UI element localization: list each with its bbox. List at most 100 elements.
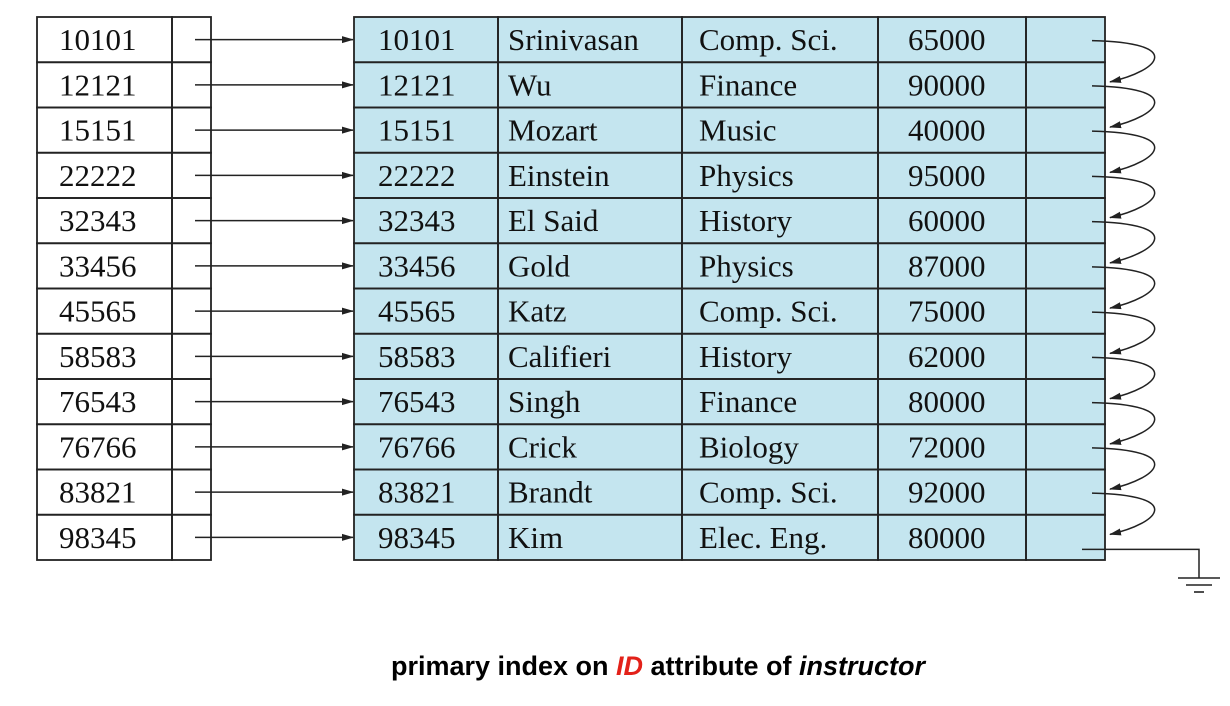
record-salary: 75000 xyxy=(908,294,986,329)
record-id: 76766 xyxy=(378,429,456,464)
index-key-text: 32343 xyxy=(59,203,137,238)
record-name: Gold xyxy=(508,248,571,283)
index-entry: 10101 xyxy=(36,16,212,64)
record-id: 12121 xyxy=(378,67,456,102)
record-salary: 62000 xyxy=(908,339,986,374)
record-row: 33456 Gold Physics 87000 xyxy=(353,242,1106,290)
record-id: 58583 xyxy=(378,339,456,374)
index-key-text: 22222 xyxy=(59,158,137,193)
record-salary: 92000 xyxy=(908,475,986,510)
record-file: 10101 Srinivasan Comp. Sci. 65000 12121 Wu Fin… xyxy=(353,16,1106,561)
record-name: Mozart xyxy=(508,113,598,148)
index-key-text: 58583 xyxy=(59,339,137,374)
caption-part1: primary index on xyxy=(390,651,617,681)
index-entry: 33456 xyxy=(36,242,212,290)
record-row: 76543 Singh Finance 80000 xyxy=(353,378,1106,426)
record-dept: Elec. Eng. xyxy=(699,520,827,555)
index-entry: 98345 xyxy=(36,513,212,561)
record-id: 22222 xyxy=(378,158,456,193)
record-dept: Comp. Sci. xyxy=(699,475,838,510)
index-key-text: 12121 xyxy=(59,67,137,102)
record-row: 83821 Brandt Comp. Sci. 92000 xyxy=(353,468,1106,516)
record-dept: Physics xyxy=(699,248,794,283)
record-salary: 60000 xyxy=(908,203,986,238)
record-id: 33456 xyxy=(378,248,456,283)
record-chain-arrow xyxy=(1091,266,1156,310)
record-salary: 80000 xyxy=(908,520,986,555)
index-key-text: 10101 xyxy=(59,22,137,57)
record-id: 76543 xyxy=(378,384,456,419)
record-chain-arrow xyxy=(1091,356,1156,400)
record-dept: Finance xyxy=(699,384,797,419)
record-chain-arrow xyxy=(1091,39,1156,83)
record-row: 15151 Mozart Music 40000 xyxy=(353,106,1106,154)
record-chain-arrow xyxy=(1091,85,1156,129)
record-dept: History xyxy=(699,339,793,374)
index-key-text: 33456 xyxy=(59,248,137,283)
record-salary: 87000 xyxy=(908,248,986,283)
index-key-text: 15151 xyxy=(59,113,137,148)
record-id: 45565 xyxy=(378,294,456,329)
caption-highlight: ID xyxy=(616,651,644,681)
record-row: 98345 Kim Elec. Eng. 80000 xyxy=(353,513,1106,561)
record-salary: 65000 xyxy=(908,22,986,57)
record-dept: Finance xyxy=(699,67,797,102)
record-name: Einstein xyxy=(508,158,610,193)
record-chain-arrow xyxy=(1091,220,1156,264)
record-dept: Comp. Sci. xyxy=(699,294,838,329)
record-id: 98345 xyxy=(378,520,456,555)
record-id: 83821 xyxy=(378,475,456,510)
index-entry: 12121 xyxy=(36,61,212,109)
record-dept: Music xyxy=(699,113,777,148)
record-name: Wu xyxy=(508,67,552,102)
record-name: Crick xyxy=(508,429,577,464)
record-id: 10101 xyxy=(378,22,456,57)
index-entry: 76543 xyxy=(36,378,212,426)
record-salary: 72000 xyxy=(908,429,986,464)
record-next-pointer-cell xyxy=(1025,513,1106,561)
index-key-text: 83821 xyxy=(59,475,137,510)
record-dept: Physics xyxy=(699,158,794,193)
record-chain-arrow xyxy=(1091,492,1156,536)
index-key-text: 76543 xyxy=(59,384,137,419)
record-row: 76766 Crick Biology 72000 xyxy=(353,423,1106,471)
record-row: 45565 Katz Comp. Sci. 75000 xyxy=(353,287,1106,335)
record-salary: 80000 xyxy=(908,384,986,419)
record-chain-arrow xyxy=(1091,311,1156,355)
index-entry: 15151 xyxy=(36,106,212,154)
record-name: Kim xyxy=(508,520,563,555)
index-key-text: 45565 xyxy=(59,294,137,329)
index-entry: 32343 xyxy=(36,197,212,245)
caption-part2: attribute of xyxy=(643,651,800,681)
index-entry: 83821 xyxy=(36,468,212,516)
record-name: Califieri xyxy=(508,339,612,374)
record-name: Katz xyxy=(508,294,567,329)
record-id: 32343 xyxy=(378,203,456,238)
index-entry: 76766 xyxy=(36,423,212,471)
record-name: Srinivasan xyxy=(508,22,639,57)
record-name: Singh xyxy=(508,384,581,419)
record-chain-arrow xyxy=(1091,130,1156,174)
index-entry: 45565 xyxy=(36,287,212,335)
index-file: 10101 12121 15151 22222 32343 33456 45565 58583… xyxy=(36,16,212,561)
record-dept: Comp. Sci. xyxy=(699,22,838,57)
caption-relation: instructor xyxy=(799,651,926,681)
record-salary: 95000 xyxy=(908,158,986,193)
record-chain-arrow xyxy=(1091,401,1156,445)
record-id: 15151 xyxy=(378,113,456,148)
record-dept: History xyxy=(699,203,793,238)
record-row: 32343 El Said History 60000 xyxy=(353,197,1106,245)
record-chain-arrow xyxy=(1091,175,1156,219)
index-key-text: 98345 xyxy=(59,520,137,555)
record-chain-arrow xyxy=(1091,447,1156,491)
record-name: Brandt xyxy=(508,475,593,510)
record-name: El Said xyxy=(508,203,599,238)
null-pointer-ground-icon xyxy=(1082,548,1220,593)
record-dept: Biology xyxy=(699,429,799,464)
index-entry: 58583 xyxy=(36,332,212,380)
index-entry: 22222 xyxy=(36,151,212,199)
record-salary: 90000 xyxy=(908,67,986,102)
figure-caption: primary index on ID attribute of instruc… xyxy=(0,651,1230,682)
index-key-text: 76766 xyxy=(59,429,137,464)
